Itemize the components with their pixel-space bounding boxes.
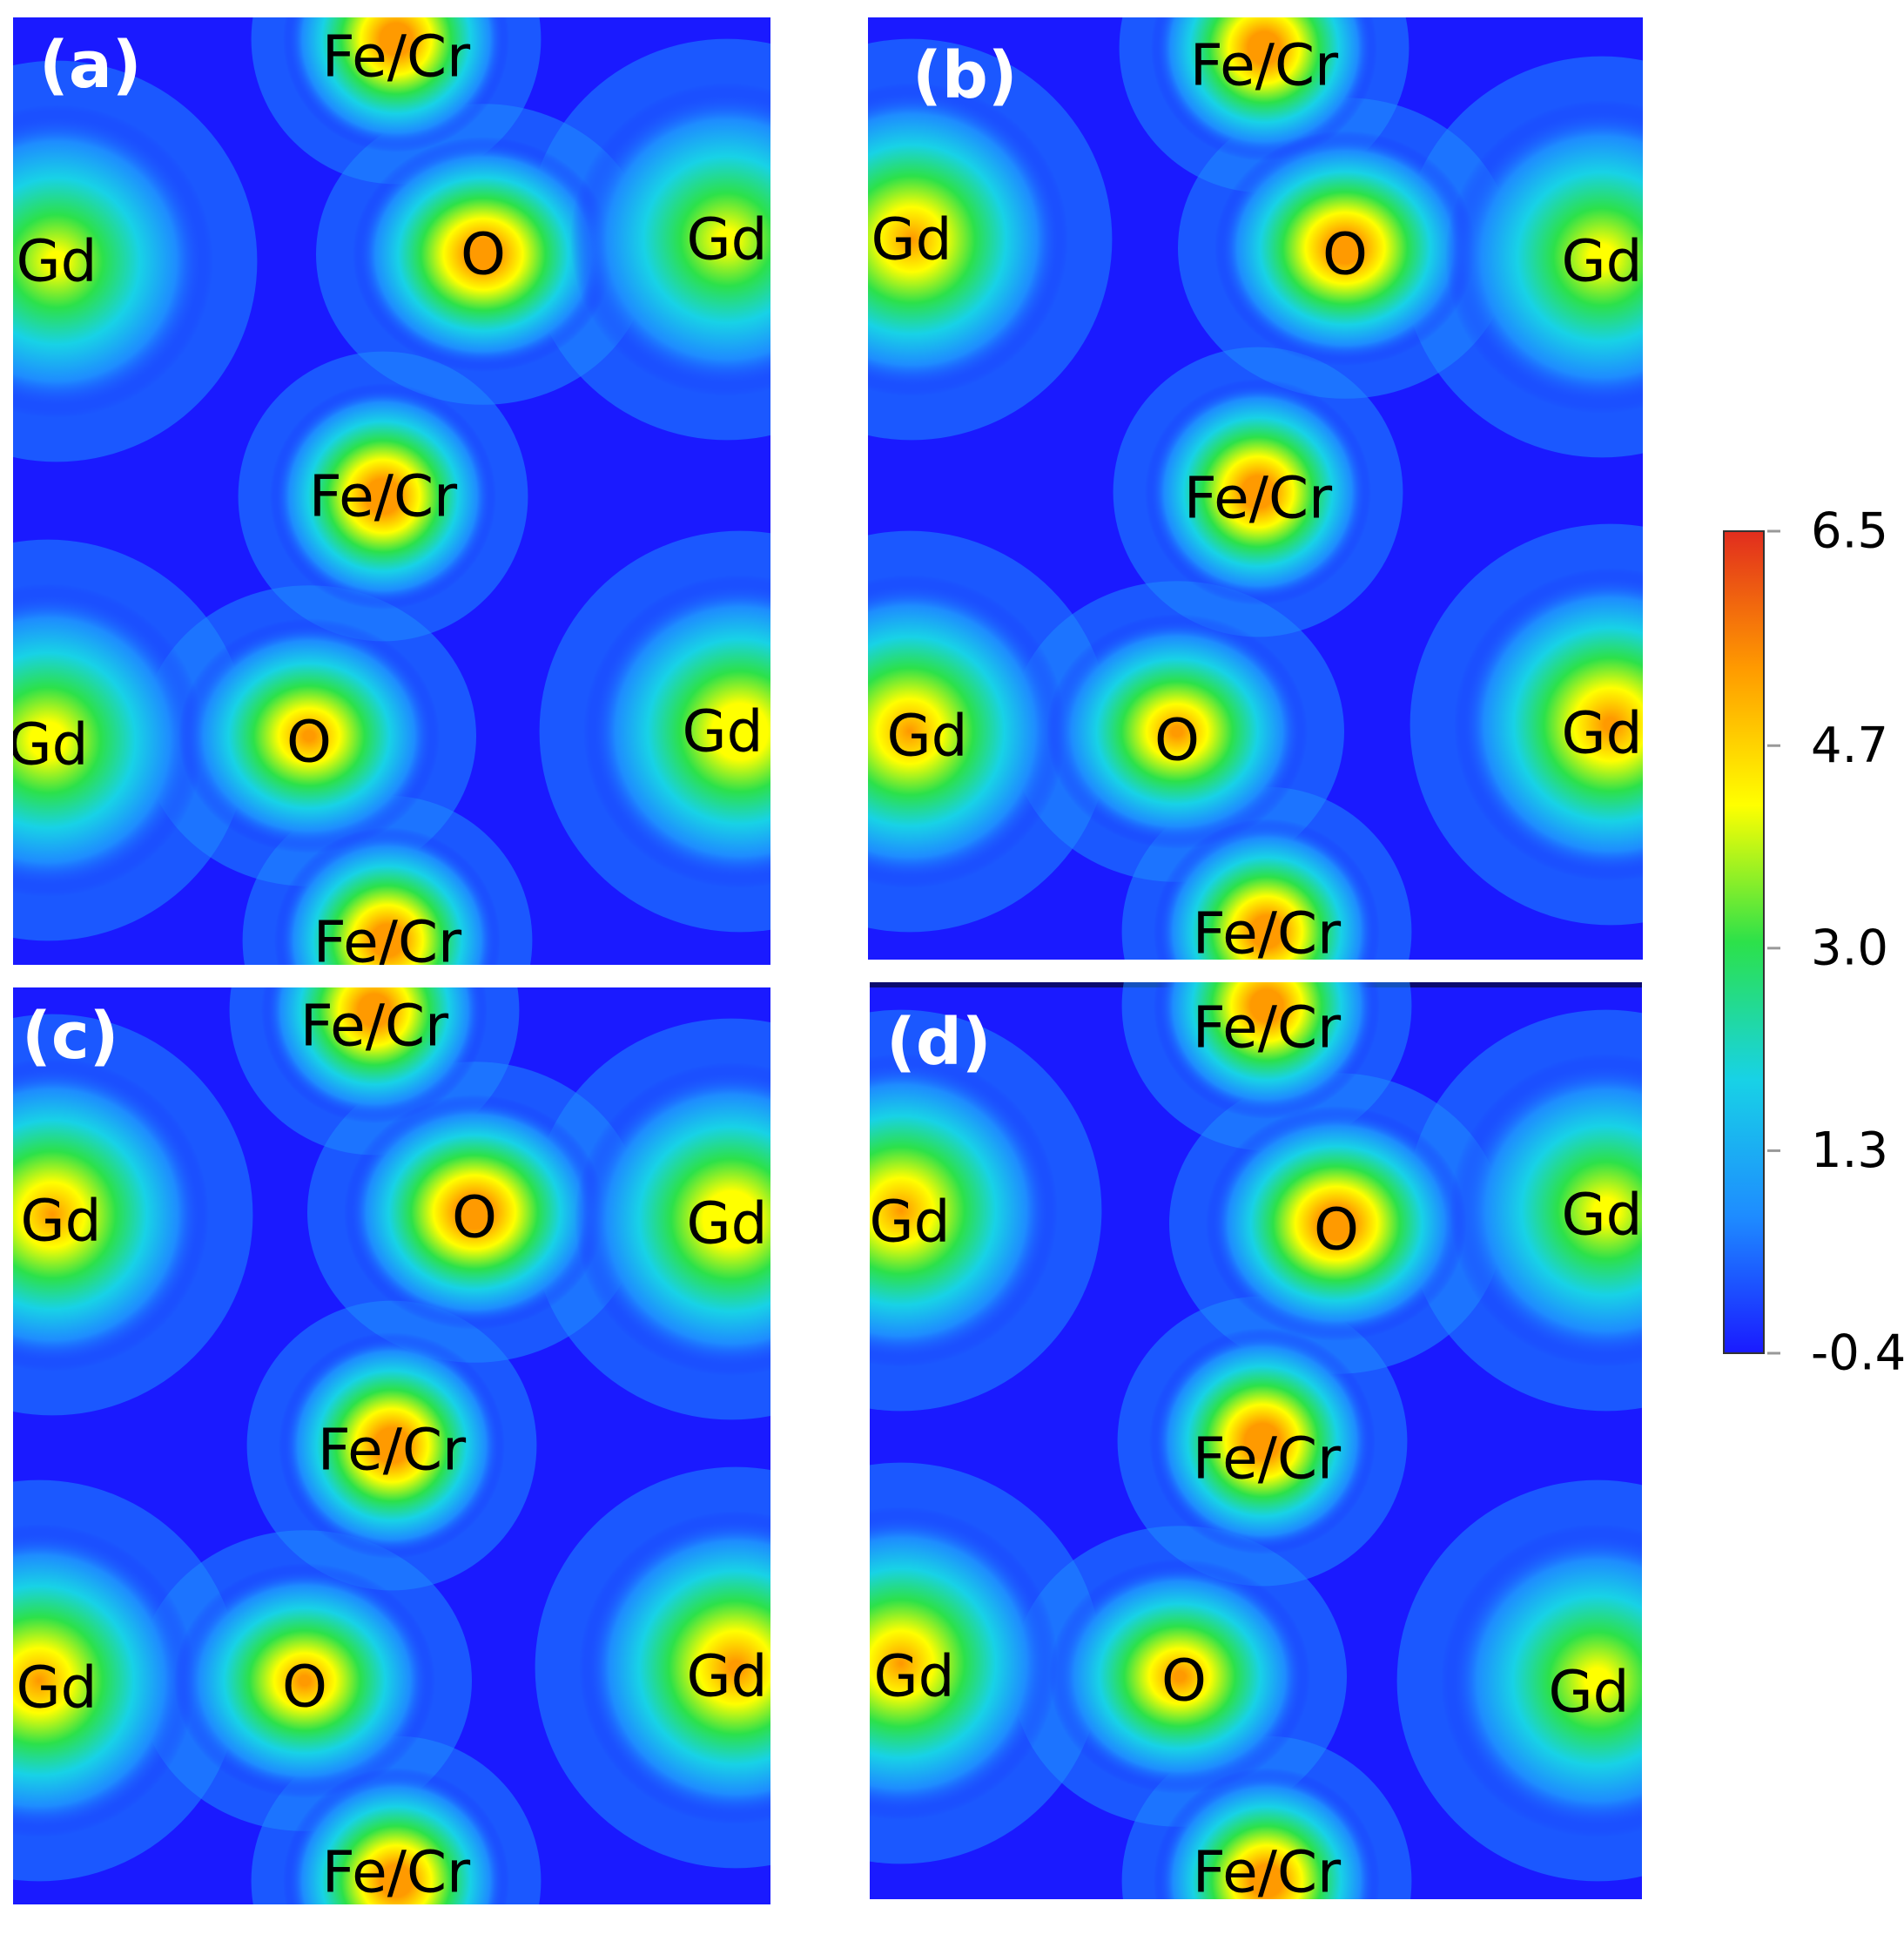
atom-label: Gd bbox=[7, 711, 88, 778]
atom-density-o bbox=[1206, 1106, 1467, 1341]
atom-density-fe-cr bbox=[283, 17, 509, 152]
atom-density-gd bbox=[583, 575, 770, 888]
atom-label: O bbox=[282, 1654, 327, 1721]
panel-a-atom-labels: Fe/Cr Gd O Gd Fe/Cr Gd O Gd Fe/Cr bbox=[7, 24, 768, 976]
atom-density-gd bbox=[870, 1054, 1058, 1367]
atom-density-gd bbox=[575, 1062, 770, 1376]
atom-label: Gd bbox=[873, 1643, 954, 1710]
panel-d-atoms bbox=[870, 982, 1642, 1899]
atom-label: Gd bbox=[869, 1189, 950, 1256]
atom-label: O bbox=[1314, 1196, 1359, 1264]
panel-c-atom-labels: Fe/Cr Gd O Gd Fe/Cr Gd O Gd Fe/Cr bbox=[16, 993, 767, 1906]
atom-density-gd bbox=[1445, 100, 1643, 414]
atom-density-fe-cr bbox=[270, 383, 496, 610]
atom-density-gd bbox=[868, 83, 1068, 396]
atom-label: Gd bbox=[686, 206, 767, 273]
atom-density-fe-cr bbox=[1149, 1328, 1376, 1554]
atom-label: Gd bbox=[16, 228, 97, 295]
atom-label: O bbox=[1161, 1648, 1207, 1715]
atom-label: Fe/Cr bbox=[322, 24, 471, 91]
atom-density-o bbox=[174, 1563, 435, 1798]
atom-label: Fe/Cr bbox=[300, 993, 449, 1060]
colorbar-gradient bbox=[1723, 530, 1765, 1354]
colorbar-tick-label: 3.0 bbox=[1811, 920, 1888, 976]
atom-density-fe-cr bbox=[1145, 379, 1371, 605]
colorbar-tick-label: -0.4 bbox=[1811, 1325, 1904, 1382]
atom-label: O bbox=[461, 221, 506, 288]
colorbar-tick-label: 1.3 bbox=[1811, 1122, 1888, 1179]
atom-label: O bbox=[452, 1184, 497, 1251]
atom-label: Fe/Cr bbox=[309, 463, 458, 530]
atom-density-o bbox=[1214, 131, 1476, 366]
atom-density-o bbox=[1049, 1559, 1310, 1794]
atom-density-gd bbox=[1441, 1524, 1642, 1837]
atom-density-fe-cr bbox=[1151, 17, 1377, 161]
panel-c-atoms bbox=[13, 987, 770, 1904]
atom-density-fe-cr bbox=[274, 827, 501, 965]
atom-label: Gd bbox=[682, 698, 763, 765]
atom-density-gd bbox=[1454, 568, 1643, 881]
panel-a-atoms bbox=[13, 17, 770, 965]
colorbar: 6.5 4.7 3.0 1.3 -0.4 bbox=[1723, 503, 1904, 1382]
panel-d: Fe/Cr Gd O Gd Fe/Cr Gd O Gd Fe/Cr (d) bbox=[869, 982, 1642, 1906]
atom-density-o bbox=[178, 618, 440, 853]
atom-label: Gd bbox=[686, 1643, 767, 1710]
atom-label: Fe/Cr bbox=[1193, 1839, 1342, 1906]
atom-label: Fe/Cr bbox=[322, 1839, 471, 1906]
atom-label: O bbox=[1322, 221, 1368, 288]
panel-b-label: (b) bbox=[912, 38, 1018, 113]
panel-b: Fe/Cr Gd O Gd Fe/Cr Gd O Gd Fe/Cr (b) bbox=[868, 17, 1643, 967]
panel-a: Fe/Cr Gd O Gd Fe/Cr Gd O Gd Fe/Cr (a) bbox=[7, 17, 770, 976]
atom-label: Fe/Cr bbox=[313, 909, 462, 976]
atom-label: Gd bbox=[20, 1188, 101, 1255]
atom-density-gd bbox=[13, 1524, 196, 1837]
atom-label: Gd bbox=[1561, 228, 1642, 295]
atom-density-gd bbox=[13, 104, 213, 418]
atom-label: O bbox=[1154, 707, 1200, 774]
panel-b-atom-labels: Fe/Cr Gd O Gd Fe/Cr Gd O Gd Fe/Cr bbox=[871, 32, 1642, 967]
panel-d-label: (d) bbox=[886, 1005, 992, 1080]
atom-label: Gd bbox=[1561, 700, 1642, 767]
atom-label: Fe/Cr bbox=[1184, 465, 1333, 532]
atom-density-o bbox=[344, 1095, 605, 1330]
atom-label: Fe/Cr bbox=[1193, 900, 1342, 967]
atom-density-fe-cr bbox=[1154, 982, 1380, 1119]
panel-d-atom-labels: Fe/Cr Gd O Gd Fe/Cr Gd O Gd Fe/Cr bbox=[869, 994, 1642, 1906]
atom-density-gd bbox=[870, 1506, 1058, 1820]
atom-label: Fe/Cr bbox=[318, 1417, 467, 1484]
atom-density-gd bbox=[579, 1511, 770, 1824]
atom-density-gd bbox=[868, 575, 1066, 888]
atom-density-fe-cr bbox=[1154, 819, 1380, 960]
panel-b-atoms bbox=[868, 17, 1643, 960]
atom-density-o bbox=[353, 137, 614, 372]
panel-a-label: (a) bbox=[39, 28, 142, 103]
atom-label: Gd bbox=[686, 1190, 767, 1257]
colorbar-tick-label: 4.7 bbox=[1811, 718, 1888, 774]
atom-label: Fe/Cr bbox=[1193, 994, 1342, 1061]
atom-density-gd bbox=[13, 1058, 209, 1372]
colorbar-ticks: 6.5 4.7 3.0 1.3 -0.4 bbox=[1767, 503, 1904, 1382]
atom-label: Gd bbox=[871, 206, 952, 273]
atom-label: Gd bbox=[16, 1655, 97, 1722]
panel-c-label: (c) bbox=[22, 999, 119, 1074]
atom-density-o bbox=[1046, 614, 1308, 849]
atom-density-gd bbox=[13, 583, 205, 897]
atom-label: O bbox=[286, 709, 332, 776]
atom-density-fe-cr bbox=[279, 1332, 505, 1559]
atom-label: Fe/Cr bbox=[1193, 1425, 1342, 1493]
panel-c: Fe/Cr Gd O Gd Fe/Cr Gd O Gd Fe/Cr (c) bbox=[13, 987, 770, 1906]
atom-label: Gd bbox=[1548, 1659, 1629, 1726]
atom-density-fe-cr bbox=[261, 987, 488, 1123]
atom-density-fe-cr bbox=[283, 1768, 509, 1904]
atom-density-gd bbox=[1450, 1054, 1642, 1367]
atom-label: Fe/Cr bbox=[1190, 32, 1339, 99]
atom-label: Gd bbox=[1561, 1182, 1642, 1249]
atom-label: Gd bbox=[886, 703, 967, 770]
atom-density-fe-cr bbox=[1154, 1768, 1380, 1899]
colorbar-tick-label: 6.5 bbox=[1811, 503, 1888, 560]
atom-density-gd bbox=[570, 83, 770, 396]
